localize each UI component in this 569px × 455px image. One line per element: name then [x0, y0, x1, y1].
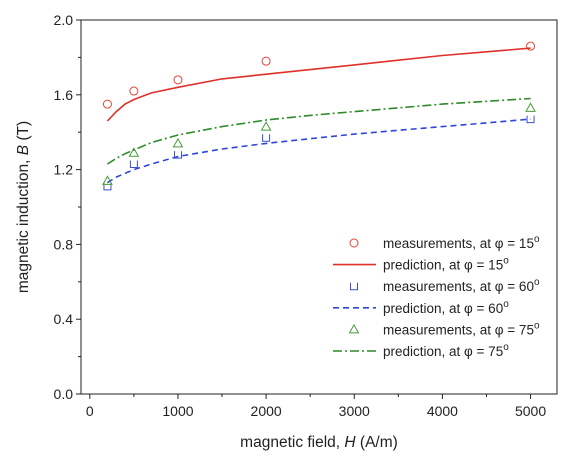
y-tick-label: 0.0: [54, 386, 74, 402]
data-point-4-0: [102, 175, 113, 185]
series-line-1: [106, 47, 531, 122]
y-tick-label: 1.2: [54, 162, 74, 178]
legend-label-5: prediction, at φ = 75o: [383, 342, 509, 359]
x-tick-label: 5000: [515, 403, 546, 419]
data-point-0-0: [102, 99, 112, 109]
data-point-2-0: [103, 182, 112, 191]
legend-marker-4: [348, 323, 360, 334]
y-axis-title: magnetic induction, B (T): [15, 121, 32, 293]
x-tick-label: 3000: [339, 403, 370, 419]
x-axis: 0 1000 2000 3000 4000 5000: [86, 394, 546, 419]
y-tick-label: 1.6: [54, 87, 74, 103]
legend-label-1: prediction, at φ = 15o: [383, 256, 509, 273]
x-tick-label: 4000: [427, 403, 458, 419]
data-point-0-3: [261, 56, 271, 66]
data-point-4-4: [525, 102, 536, 112]
legend-label-3: prediction, at φ = 60o: [383, 299, 509, 316]
data-point-2-2: [173, 151, 182, 159]
series-layer: [102, 41, 536, 191]
y-tick-label: 0.8: [54, 236, 74, 252]
legend-label-2: measurements, at φ = 60o: [383, 277, 540, 294]
series-line-3: [106, 118, 531, 184]
legend-marker-0: [349, 238, 359, 248]
x-tick-label: 2000: [251, 403, 282, 419]
data-point-4-2: [172, 137, 184, 148]
data-point-2-1: [129, 160, 138, 168]
series-line-5: [106, 97, 531, 165]
data-point-0-2: [173, 75, 183, 85]
legend-label-0: measurements, at φ = 15o: [383, 234, 540, 251]
y-axis: 0.0 0.4 0.8 1.2 1.6 2.0: [54, 12, 81, 402]
data-point-4-1: [128, 147, 140, 157]
y-tick-label: 2.0: [54, 12, 74, 28]
data-point-2-4: [526, 115, 535, 124]
data-point-4-3: [260, 121, 272, 131]
plot-area: [80, 19, 558, 395]
data-point-0-1: [129, 86, 139, 96]
legend: measurements, at φ = 15o prediction, at φ…: [333, 234, 540, 359]
x-tick-label: 0: [86, 403, 94, 419]
y-tick-label: 0.4: [54, 311, 74, 327]
x-tick-label: 1000: [162, 403, 193, 419]
x-axis-title: magnetic field, H (A/m): [240, 434, 398, 451]
legend-marker-2: [350, 282, 358, 291]
data-point-2-3: [262, 134, 271, 142]
legend-label-4: measurements, at φ = 75o: [383, 320, 540, 337]
data-point-0-4: [526, 41, 536, 51]
